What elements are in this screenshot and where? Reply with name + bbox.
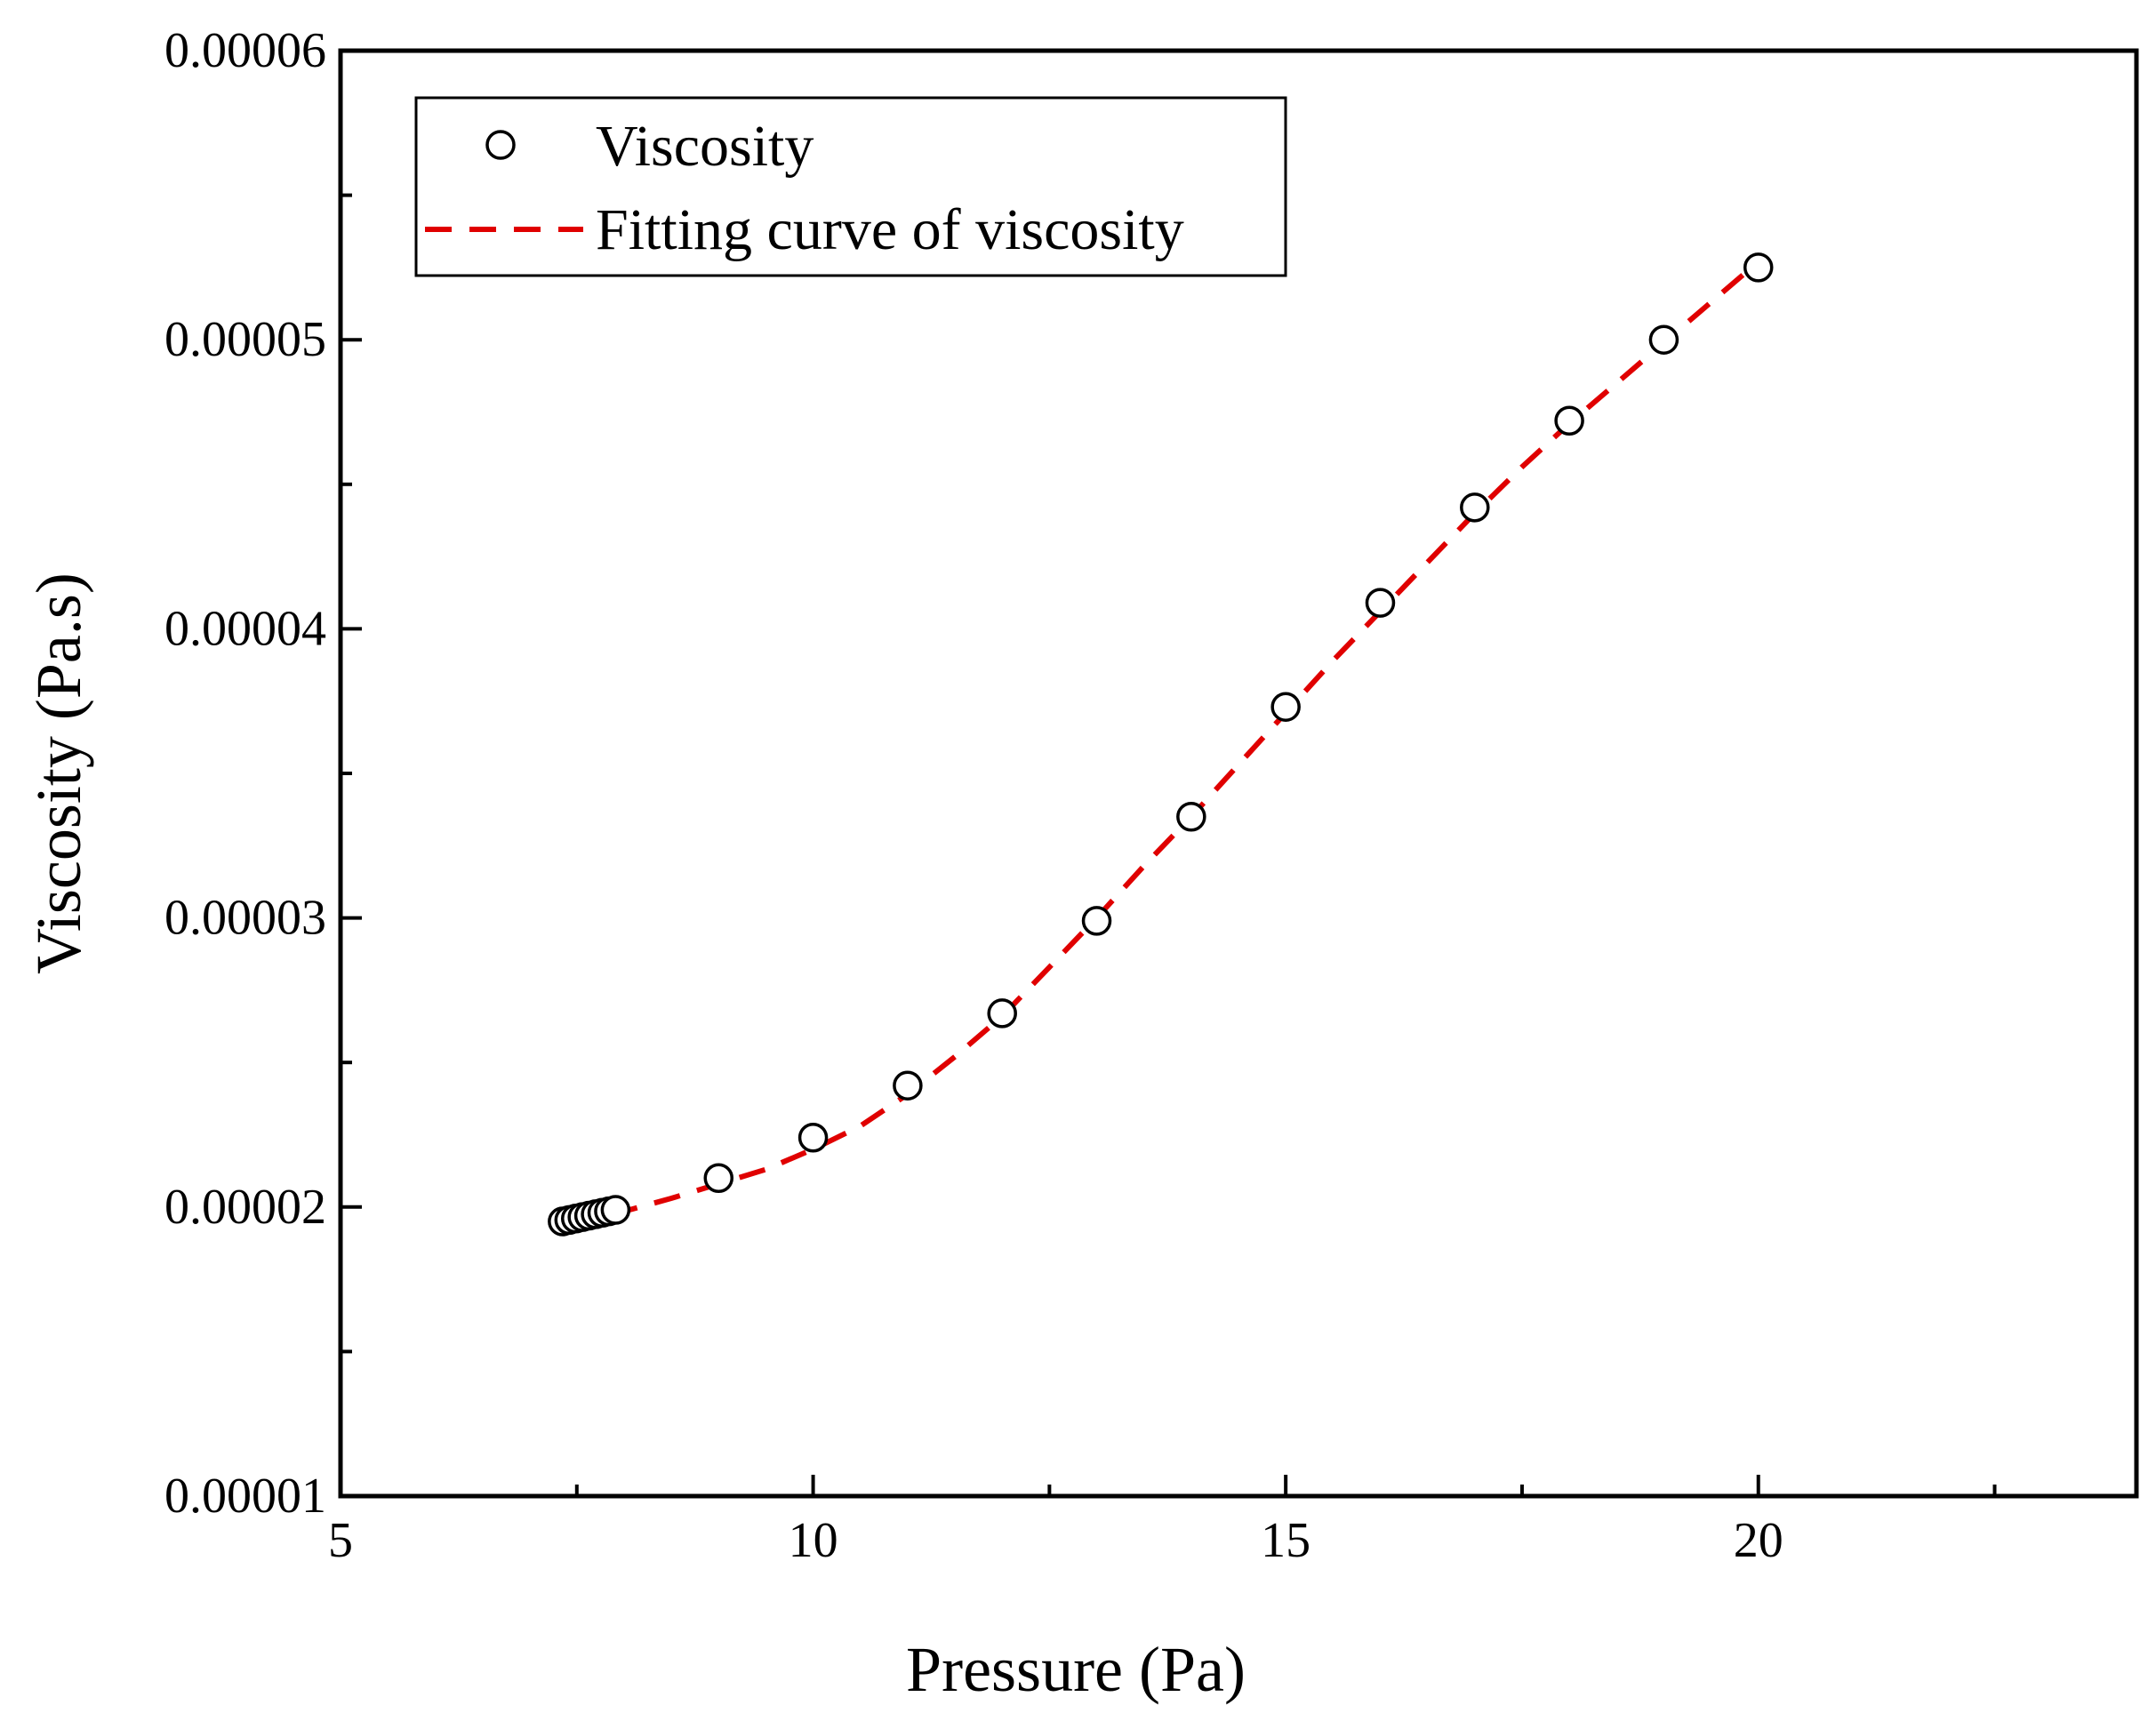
- viscosity-point: [1554, 405, 1584, 436]
- viscosity-point: [797, 1123, 829, 1153]
- legend-label-viscosity: Viscosity: [596, 114, 814, 179]
- viscosity-point: [893, 1070, 923, 1101]
- x-tick-label: 5: [328, 1513, 353, 1568]
- fitting-curve-layer: [566, 260, 1760, 1225]
- y-tick-label: 0.00001: [164, 1469, 326, 1524]
- viscosity-point: [1648, 324, 1679, 355]
- y-tick-label: 0.00004: [164, 601, 326, 656]
- plot-frame: [338, 48, 2139, 1499]
- y-tick-label: 0.00005: [164, 312, 326, 367]
- legend-marker-viscosity: [485, 130, 516, 160]
- x-tick-label: 15: [1261, 1513, 1310, 1568]
- viscosity-point: [703, 1163, 734, 1194]
- viscosity-point: [1365, 588, 1396, 618]
- viscosity-point: [600, 1195, 631, 1225]
- viscosity-point: [1176, 802, 1206, 832]
- legend: Viscosity Fitting curve of viscosity: [414, 96, 1287, 277]
- y-tick-labels: 0.00001 0.00002 0.00003 0.00004 0.00005 0.000…: [164, 23, 326, 1524]
- y-tick-label: 0.00006: [164, 23, 326, 78]
- x-axis-title: Pressure (Pa): [906, 1634, 1246, 1705]
- y-tick-label: 0.00003: [164, 891, 326, 946]
- y-tick-label: 0.00002: [164, 1180, 326, 1235]
- legend-box: [414, 96, 1287, 277]
- fitting-curve-line: [566, 260, 1760, 1225]
- viscosity-point: [1743, 252, 1774, 283]
- x-tick-labels: 5 10 15 20: [328, 1513, 1783, 1568]
- viscosity-point: [1270, 692, 1301, 722]
- viscosity-point: [987, 998, 1017, 1029]
- x-tick-label: 20: [1734, 1513, 1783, 1568]
- legend-label-fitting-curve: Fitting curve of viscosity: [596, 197, 1184, 262]
- viscosity-point: [1460, 492, 1490, 523]
- x-tick-label: 10: [789, 1513, 838, 1568]
- viscosity-points: [548, 252, 1774, 1237]
- y-axis-title: Viscosity (Pa.s): [23, 572, 94, 974]
- viscosity-point: [1081, 906, 1112, 936]
